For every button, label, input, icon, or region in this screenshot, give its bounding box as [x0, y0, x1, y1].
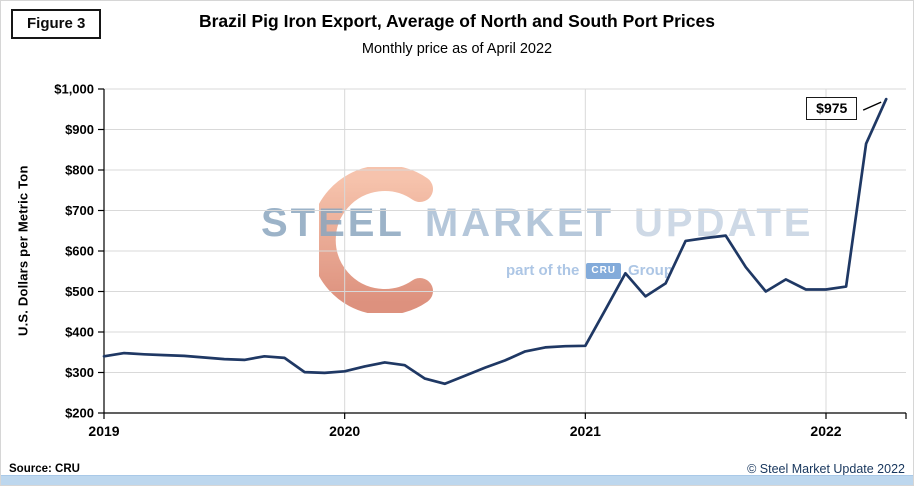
source-label: Source: CRU: [9, 463, 80, 475]
x-tick-label: 2021: [570, 423, 601, 439]
copyright-label: © Steel Market Update 2022: [747, 462, 905, 476]
x-tick-label: 2020: [329, 423, 360, 439]
y-tick-label: $1,000: [54, 82, 94, 97]
y-tick-label: $500: [65, 284, 94, 299]
chart-subtitle: Monthly price as of April 2022: [361, 41, 553, 57]
x-tick-label: 2022: [810, 423, 841, 439]
y-tick-label: $600: [65, 244, 94, 259]
y-tick-label: $800: [65, 163, 94, 178]
x-tick-label: 2019: [88, 423, 119, 439]
y-tick-label: $200: [65, 406, 94, 421]
y-tick-label: $900: [65, 122, 94, 137]
y-tick-label: $300: [65, 365, 94, 380]
annotation-leader-line: [862, 101, 882, 111]
price-annotation: $975: [806, 97, 858, 121]
chart-title: Brazil Pig Iron Export, Average of North…: [198, 11, 715, 31]
bottom-strip: [1, 475, 913, 485]
figure-label: Figure 3: [11, 9, 102, 39]
y-axis-title: U.S. Dollars per Metric Ton: [15, 165, 31, 337]
y-tick-label: $400: [65, 325, 94, 340]
y-tick-label: $700: [65, 203, 94, 218]
price-line: [102, 97, 888, 386]
